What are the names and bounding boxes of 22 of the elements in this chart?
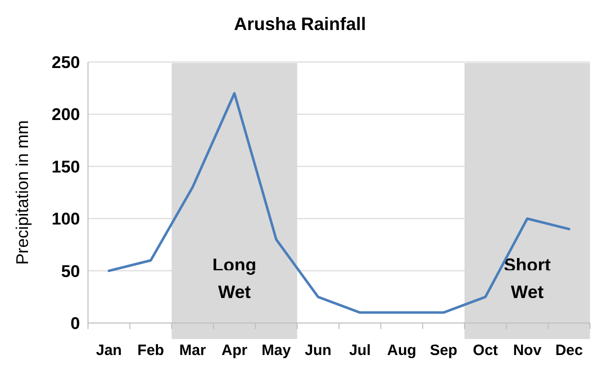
x-tick-label: Dec	[555, 342, 583, 359]
chart-title: Arusha Rainfall	[234, 14, 366, 34]
x-tick-label: Feb	[137, 342, 164, 359]
x-tick-label: May	[262, 342, 292, 359]
y-tick-label: 100	[52, 210, 80, 229]
x-tick-label: Mar	[179, 342, 206, 359]
x-tick-label: Oct	[472, 342, 498, 359]
band-label: Short Wet	[504, 254, 551, 302]
y-tick-label: 250	[52, 52, 80, 72]
x-tick-label: Apr	[221, 342, 248, 359]
x-tick-label: Jun	[304, 342, 332, 359]
x-tick-label: Jan	[96, 342, 122, 359]
x-tick-label: Aug	[387, 342, 416, 359]
y-axis-title: Precipitation in mm	[13, 120, 32, 265]
y-tick-label: 200	[52, 105, 80, 124]
y-tick-label: 50	[61, 262, 80, 281]
y-tick-label: 0	[70, 314, 80, 333]
x-tick-label: Jul	[349, 342, 371, 359]
x-tick-label: Sep	[430, 342, 458, 359]
x-tick-label: Nov	[513, 342, 542, 359]
line-series	[108, 92, 570, 314]
y-tick-label: 150	[52, 157, 80, 176]
